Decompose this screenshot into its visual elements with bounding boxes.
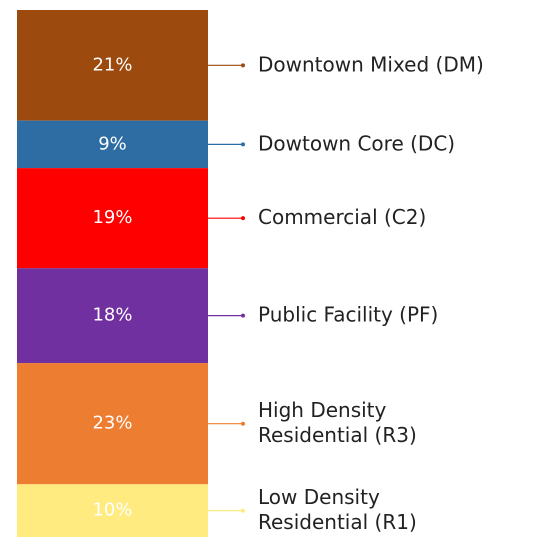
segment-label: 10% [92, 500, 132, 521]
bar-segment [17, 120, 208, 169]
legend-label: High Density Residential (R3) [258, 398, 417, 447]
segment-label: 23% [92, 413, 132, 434]
segment-label: 19% [92, 207, 132, 228]
leader-dot [241, 313, 245, 318]
leader-dot [241, 421, 245, 426]
leader-dot [241, 63, 245, 68]
legend-label: Low Density Residential (R1) [258, 485, 417, 534]
bar-segment [17, 10, 208, 121]
bar-segment [17, 363, 208, 485]
leader-dot [241, 508, 245, 513]
bar-segment [17, 484, 208, 537]
segment-label: 21% [92, 54, 132, 75]
segment-label: 9% [98, 133, 127, 154]
legend-label: Commercial (C2) [258, 205, 426, 229]
legend-label: Downtown Mixed (DM) [258, 52, 484, 76]
segment-label: 18% [92, 305, 132, 326]
bar-segment [17, 168, 208, 269]
leader-dot [241, 216, 245, 221]
leader-dot [241, 142, 245, 147]
legend-label: Dowtown Core (DC) [258, 131, 455, 155]
bar-segment [17, 268, 208, 364]
legend-label: Public Facility (PF) [258, 302, 438, 326]
